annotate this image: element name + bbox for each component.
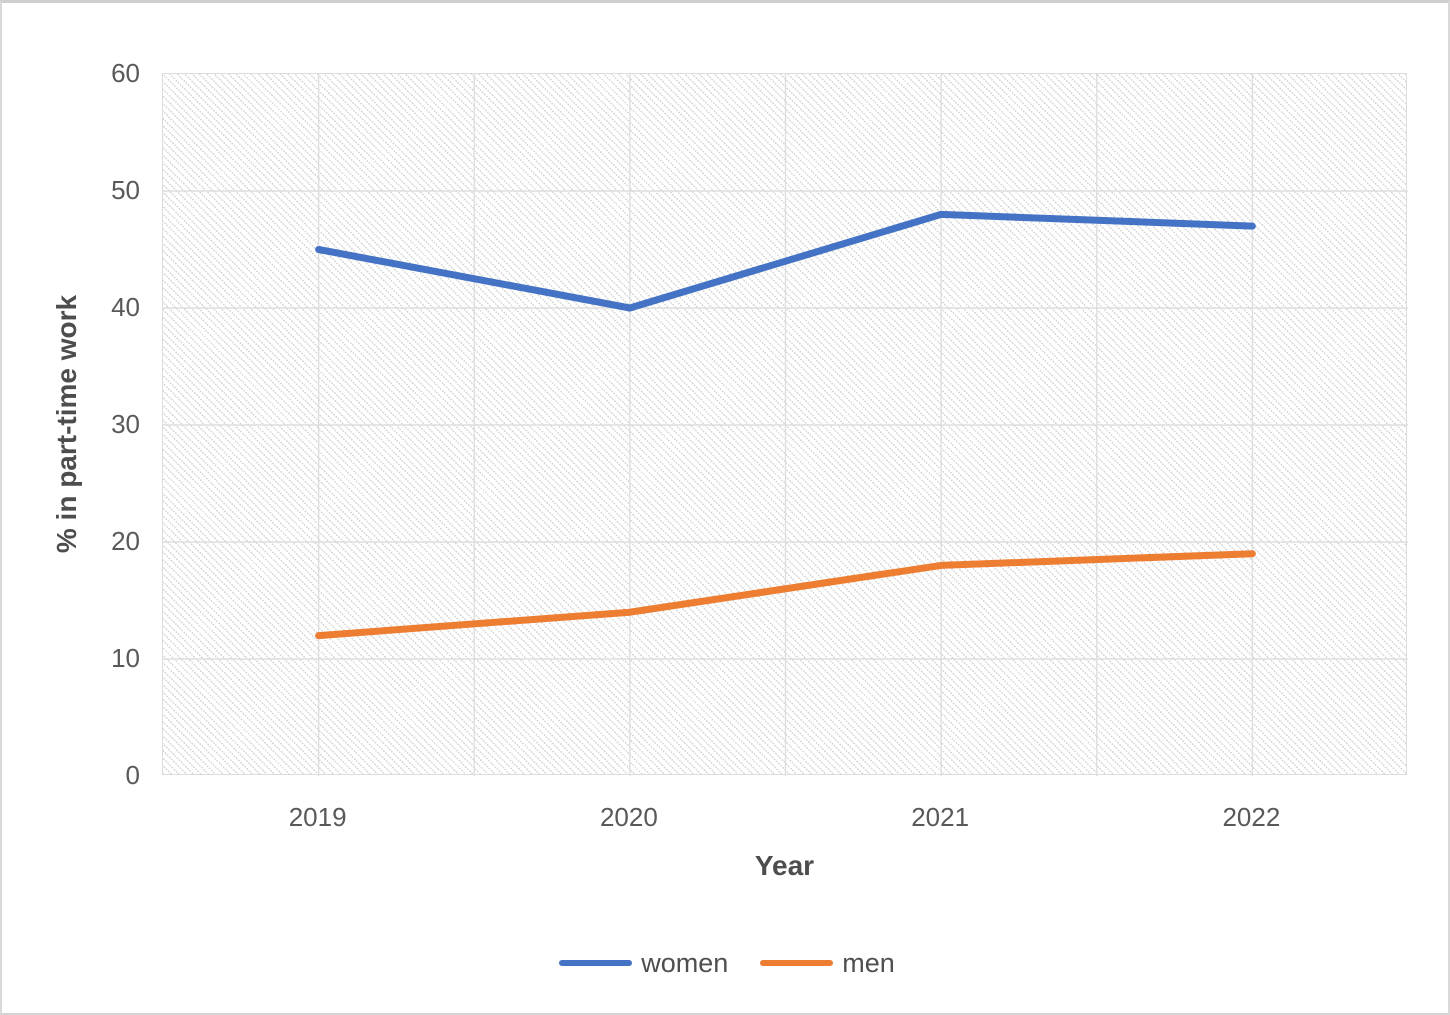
y-tick-label: 10 xyxy=(111,643,140,673)
legend-line-swatch xyxy=(760,960,834,966)
y-tick-label: 30 xyxy=(111,409,140,439)
series-line-women xyxy=(315,210,1256,312)
y-tick-label: 20 xyxy=(111,526,140,556)
legend-label: women xyxy=(641,948,729,978)
chart-canvas xyxy=(163,74,1408,776)
series-line-men xyxy=(315,550,1256,640)
legend-label: men xyxy=(842,948,895,978)
y-tick-label: 40 xyxy=(111,292,140,322)
line-chart: % in part-time work 0 10 20 30 40 50 60 2019 20… xyxy=(2,3,1448,1013)
x-axis-title: Year xyxy=(754,850,815,881)
x-tick-label: 2020 xyxy=(599,802,658,832)
y-tick-label: 0 xyxy=(125,760,140,790)
y-tick-label: 60 xyxy=(111,58,140,88)
chart-legend: women men xyxy=(2,947,1450,979)
x-tick-label: 2021 xyxy=(911,802,970,832)
x-tick-label: 2019 xyxy=(288,802,347,832)
legend-item-men: men xyxy=(760,947,895,979)
x-tick-label: 2022 xyxy=(1222,802,1281,832)
legend-line-swatch xyxy=(559,960,633,966)
legend-item-women: women xyxy=(559,947,728,979)
plot-area xyxy=(162,73,1408,776)
y-tick-label: 50 xyxy=(111,175,140,205)
